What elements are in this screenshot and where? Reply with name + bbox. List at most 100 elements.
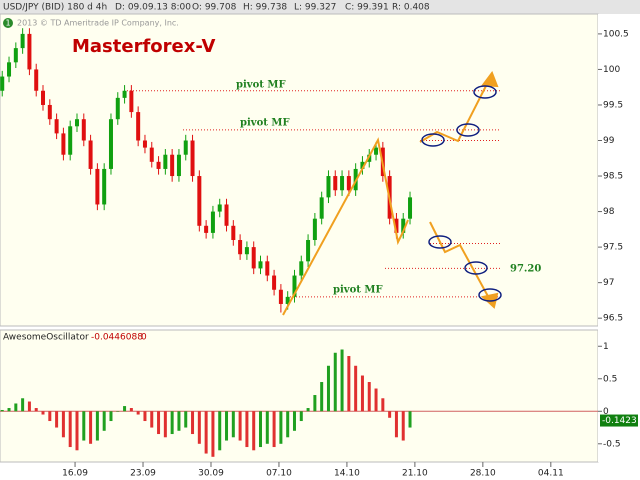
y-tick-label: 98 [603, 207, 615, 217]
y-tick-label: -0.5 [603, 439, 621, 449]
osc-bar [191, 411, 195, 435]
osc-bar [333, 352, 337, 412]
range: R: 0.408 [392, 3, 430, 13]
candle-body [360, 161, 365, 169]
candle-body [41, 90, 46, 105]
low: L: 99.327 [294, 3, 336, 13]
chart-title: Masterforex-V [72, 36, 216, 57]
candle-body [95, 168, 100, 205]
osc-bar [89, 411, 93, 444]
x-tick-label: 28.10 [470, 469, 496, 479]
y-tick-label: 0.5 [603, 374, 617, 384]
ellipses [421, 85, 502, 302]
candle-body [142, 140, 147, 148]
osc-bar [401, 411, 405, 441]
osc-bar [34, 408, 38, 412]
y-tick-label: 98.5 [603, 172, 623, 182]
osc-bar [143, 411, 147, 422]
osc-bar [102, 411, 106, 431]
y-tick-label: 100 [603, 65, 620, 75]
osc-bar [68, 411, 72, 448]
ellipse [473, 85, 497, 99]
osc-bar [157, 411, 161, 435]
candle-body [81, 119, 86, 141]
osc-bar [75, 411, 79, 451]
candle-body [149, 147, 154, 162]
projection-up [419, 77, 491, 143]
osc-bar [347, 356, 351, 412]
osc-bar [238, 411, 242, 441]
x-tick-label: 16.09 [62, 469, 88, 479]
osc-bar [388, 411, 392, 418]
candle-body [278, 289, 283, 304]
candle-body [292, 275, 297, 297]
ellipse [456, 123, 480, 137]
candle-body [13, 48, 18, 63]
osc-bar [204, 411, 208, 454]
candle-body [136, 112, 141, 141]
osc-bar [21, 398, 25, 412]
candle-body [346, 176, 351, 191]
candle-body [224, 204, 229, 226]
osc-bar [374, 388, 378, 412]
oscillator-pane [0, 329, 599, 463]
x-tick-label: 23.09 [130, 469, 156, 479]
candle-body [170, 154, 175, 177]
osc-bar [292, 411, 296, 431]
candle-body [258, 261, 263, 269]
candle-body [333, 176, 338, 191]
high: H: 99.738 [243, 3, 287, 13]
candle-body [306, 240, 311, 262]
x-tick-label: 07.10 [266, 469, 292, 479]
candle-body [129, 90, 134, 113]
candle-body [285, 296, 290, 304]
osc-bar [27, 401, 31, 412]
osc-bar [211, 411, 215, 457]
osc-bar [14, 403, 18, 412]
osc-bar [218, 411, 222, 451]
date: D: 09.09.13 8:00 [115, 3, 191, 13]
candle-body [340, 176, 345, 191]
candle-body [319, 197, 324, 219]
candle-body [204, 225, 209, 233]
osc-bar [272, 411, 276, 448]
candle-body [251, 247, 256, 269]
candle-body [7, 62, 12, 77]
osc-bar [252, 411, 256, 451]
candle-body [88, 140, 93, 169]
candle-body [34, 69, 39, 91]
osc-bar [367, 382, 371, 412]
annotation: pivot MF [240, 118, 290, 129]
osc-bar [82, 411, 86, 441]
osc-bar [109, 411, 113, 422]
annotation: pivot MF [333, 285, 383, 296]
osc-bar [184, 411, 188, 428]
osc-bar [394, 411, 398, 438]
osc-bar [245, 411, 249, 448]
candle-body [122, 90, 127, 98]
y-tick-label: 1 [603, 342, 609, 352]
candle-body [20, 33, 25, 49]
ellipse [478, 288, 502, 302]
candle-body [102, 168, 107, 205]
candle-body [54, 119, 59, 134]
candle-body [210, 211, 215, 233]
osc-bar [259, 411, 263, 448]
candle-body [231, 225, 236, 241]
osc-bar [360, 375, 364, 412]
badge [3, 18, 13, 28]
candle-body [272, 275, 277, 290]
value-axis-area [598, 14, 640, 462]
price-pane [0, 13, 599, 327]
osc-bar [129, 408, 133, 412]
osc-bar [225, 411, 229, 441]
osc-bar [170, 411, 174, 435]
ellipse [428, 235, 452, 249]
osc-legend-value: 0 [141, 333, 147, 343]
osc-bar [286, 411, 290, 438]
osc-bar [279, 411, 283, 444]
osc-bar [326, 365, 330, 412]
candle-body [238, 240, 243, 255]
osc-bar [306, 408, 310, 412]
osc-bar [163, 411, 167, 438]
